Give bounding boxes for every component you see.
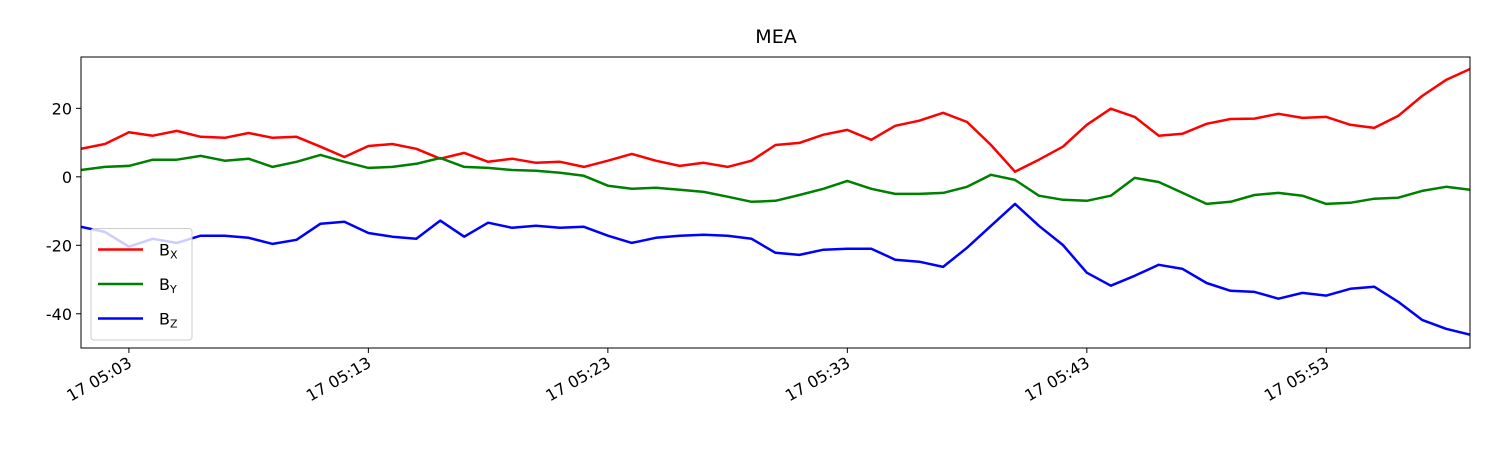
chart-title: MEA [755,26,796,48]
x-tick-label: 17 05:43 [1021,353,1092,405]
y-tick-label: -40 [46,305,72,324]
data-line [81,153,1470,206]
y-tick-label: -20 [46,236,72,255]
legend-subscript: Z [170,318,178,331]
legend-subscript: Y [169,283,177,296]
x-tick-label: 17 05:53 [1261,353,1332,405]
data-line [81,67,1470,173]
x-tick-label: 17 05:33 [782,353,853,405]
y-tick-label: 20 [52,99,72,118]
x-tick-label: 17 05:03 [63,353,134,405]
x-tick-label: 17 05:23 [542,353,613,405]
legend-subscript: X [170,249,178,262]
x-tick-label: 17 05:13 [303,353,374,405]
axes-frame [80,56,1471,349]
data-line [81,202,1470,336]
plot-area [81,67,1470,336]
y-tick-label: 0 [62,168,72,187]
